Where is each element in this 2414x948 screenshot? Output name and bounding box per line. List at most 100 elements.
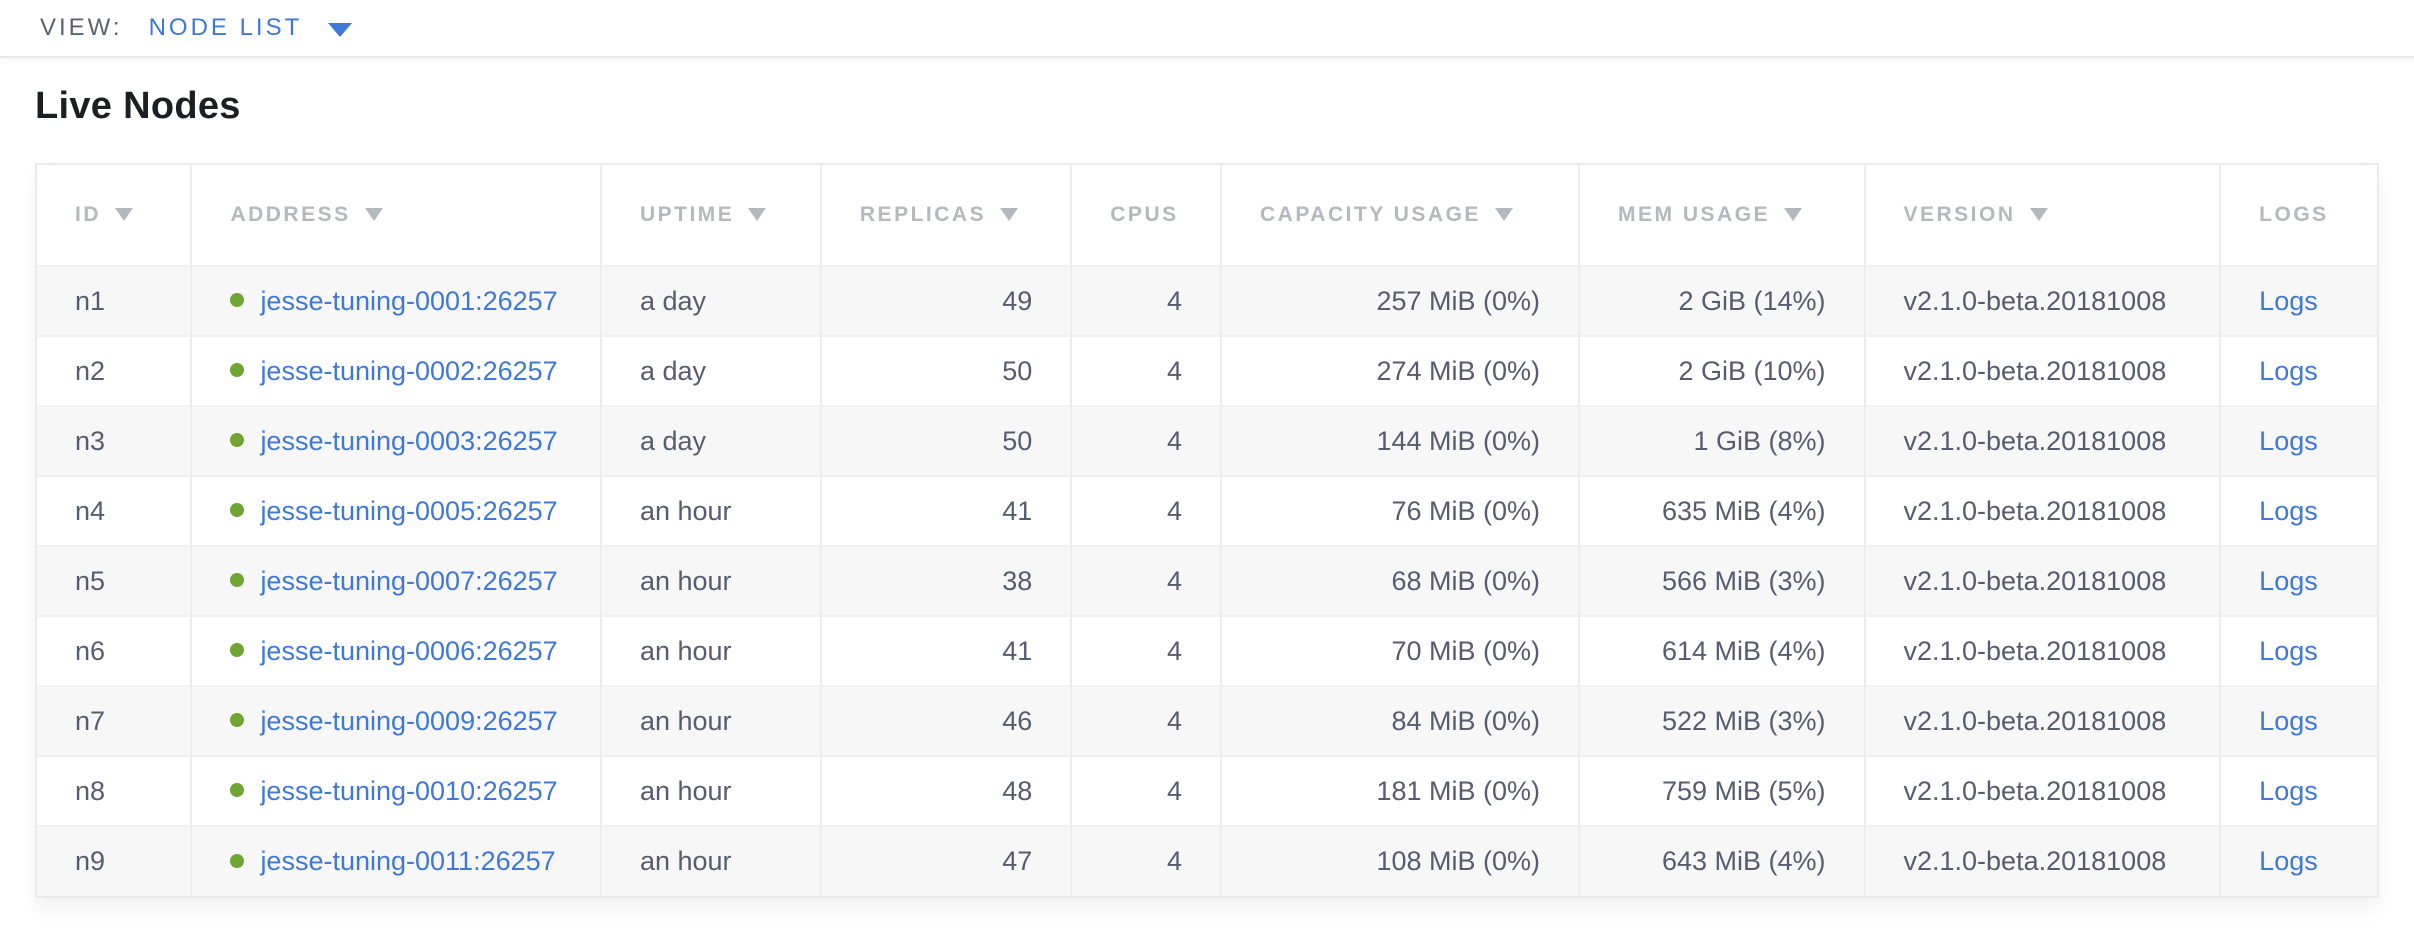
logs-link[interactable]: Logs: [2259, 355, 2318, 386]
table-row: n2 jesse-tuning-0002:26257 a day 50 4 274 MiB…: [37, 335, 2377, 406]
mem-cell: 2 GiB (14%): [1579, 265, 1866, 336]
cpus-cell: 4: [1071, 685, 1223, 756]
chevron-down-icon: [328, 22, 353, 37]
mem-cell: 614 MiB (4%): [1579, 615, 1866, 686]
version-cell: v2.1.0-beta.20181008: [1864, 335, 2222, 406]
logs-link[interactable]: Logs: [2259, 846, 2318, 876]
address-link[interactable]: jesse-tuning-0011:26257: [260, 846, 556, 876]
main-content: Live Nodes ID ADDRESS UPTIME REPLICAS CPUS CA…: [0, 84, 2414, 898]
address-cell: jesse-tuning-0009:26257: [191, 685, 602, 756]
logs-link[interactable]: Logs: [2259, 635, 2318, 666]
node-live-status-icon: [230, 433, 245, 448]
cpus-cell: 4: [1071, 405, 1223, 476]
table-row: n9 jesse-tuning-0011:26257 an hour 47 4 108 M…: [37, 825, 2377, 896]
column-header-id[interactable]: ID: [37, 165, 193, 266]
id-cell: n7: [37, 685, 193, 756]
view-selector[interactable]: NODE LIST: [149, 14, 353, 42]
logs-link[interactable]: Logs: [2259, 565, 2318, 596]
uptime-cell: a day: [600, 265, 822, 336]
address-link[interactable]: jesse-tuning-0006:26257: [260, 635, 558, 666]
logs-cell: Logs: [2220, 755, 2377, 826]
address-link[interactable]: jesse-tuning-0005:26257: [260, 495, 558, 526]
node-live-status-icon: [230, 573, 245, 588]
cpus-cell: 4: [1071, 615, 1223, 686]
mem-cell: 759 MiB (5%): [1579, 755, 1866, 826]
table-row: n4 jesse-tuning-0005:26257 an hour 41 4 76 Mi…: [37, 475, 2377, 546]
node-live-status-icon: [230, 503, 245, 518]
column-header-address[interactable]: ADDRESS: [191, 165, 602, 266]
capacity-cell: 144 MiB (0%): [1221, 405, 1581, 476]
capacity-cell: 68 MiB (0%): [1221, 545, 1581, 616]
address-cell: jesse-tuning-0002:26257: [191, 335, 602, 406]
column-header-cpus: CPUS: [1071, 165, 1223, 266]
replicas-cell: 41: [820, 615, 1073, 686]
page-title: Live Nodes: [35, 85, 241, 127]
column-label: CPUS: [1110, 203, 1179, 226]
address-cell: jesse-tuning-0003:26257: [191, 405, 602, 476]
version-cell: v2.1.0-beta.20181008: [1864, 405, 2222, 476]
id-cell: n9: [37, 825, 193, 896]
column-header-uptime[interactable]: UPTIME: [600, 165, 822, 266]
address-link[interactable]: jesse-tuning-0009:26257: [260, 705, 558, 736]
address-link[interactable]: jesse-tuning-0002:26257: [260, 355, 558, 386]
column-label: UPTIME: [639, 203, 735, 226]
node-live-status-icon: [230, 853, 245, 868]
table-row: n3 jesse-tuning-0003:26257 a day 50 4 144 MiB…: [37, 405, 2377, 476]
logs-link[interactable]: Logs: [2259, 495, 2318, 526]
replicas-cell: 46: [820, 685, 1073, 756]
sort-caret-icon: [748, 208, 767, 221]
replicas-cell: 50: [820, 335, 1073, 406]
capacity-cell: 76 MiB (0%): [1221, 475, 1581, 546]
column-header-version[interactable]: VERSION: [1864, 165, 2222, 266]
capacity-cell: 70 MiB (0%): [1221, 615, 1581, 686]
sort-caret-icon: [2029, 208, 2048, 221]
node-live-status-icon: [230, 293, 245, 308]
column-header-capacity[interactable]: CAPACITY USAGE: [1221, 165, 1581, 266]
table-row: n6 jesse-tuning-0006:26257 an hour 41 4 70 Mi…: [37, 615, 2377, 686]
replicas-cell: 50: [820, 405, 1073, 476]
column-header-mem[interactable]: MEM USAGE: [1579, 165, 1866, 266]
address-link[interactable]: jesse-tuning-0007:26257: [260, 565, 558, 596]
capacity-cell: 257 MiB (0%): [1221, 265, 1581, 336]
version-cell: v2.1.0-beta.20181008: [1864, 685, 2222, 756]
id-cell: n4: [37, 475, 193, 546]
sort-caret-icon: [364, 208, 383, 221]
capacity-cell: 274 MiB (0%): [1221, 335, 1581, 406]
node-live-status-icon: [230, 363, 245, 378]
replicas-cell: 38: [820, 545, 1073, 616]
logs-link[interactable]: Logs: [2259, 775, 2318, 806]
id-cell: n2: [37, 335, 193, 406]
mem-cell: 1 GiB (8%): [1579, 405, 1866, 476]
table-row: n1 jesse-tuning-0001:26257 a day 49 4 257 MiB…: [37, 265, 2377, 336]
cpus-cell: 4: [1071, 265, 1223, 336]
address-link[interactable]: jesse-tuning-0003:26257: [260, 425, 558, 456]
mem-cell: 635 MiB (4%): [1579, 475, 1866, 546]
cpus-cell: 4: [1071, 335, 1223, 406]
address-cell: jesse-tuning-0001:26257: [191, 265, 602, 336]
column-label: ADDRESS: [230, 203, 351, 226]
cpus-cell: 4: [1071, 545, 1223, 616]
column-label: MEM USAGE: [1618, 203, 1771, 226]
logs-link[interactable]: Logs: [2259, 285, 2318, 316]
view-bar: VIEW: NODE LIST: [0, 0, 2414, 58]
logs-link[interactable]: Logs: [2259, 705, 2318, 736]
column-header-replicas[interactable]: REPLICAS: [820, 165, 1073, 266]
cpus-cell: 4: [1071, 475, 1223, 546]
cpus-cell: 4: [1071, 755, 1223, 826]
uptime-cell: an hour: [600, 685, 822, 756]
logs-link[interactable]: Logs: [2259, 425, 2318, 456]
logs-cell: Logs: [2220, 265, 2377, 336]
id-cell: n3: [37, 405, 193, 476]
table-row: n7 jesse-tuning-0009:26257 an hour 46 4 84 Mi…: [37, 685, 2377, 756]
uptime-cell: an hour: [600, 825, 822, 896]
mem-cell: 2 GiB (10%): [1579, 335, 1866, 406]
address-link[interactable]: jesse-tuning-0001:26257: [260, 285, 558, 316]
sort-caret-icon: [115, 208, 133, 221]
address-link[interactable]: jesse-tuning-0010:26257: [260, 775, 558, 806]
node-live-status-icon: [230, 783, 245, 798]
address-cell: jesse-tuning-0005:26257: [191, 475, 602, 546]
uptime-cell: an hour: [600, 475, 822, 546]
capacity-cell: 84 MiB (0%): [1221, 685, 1581, 756]
version-cell: v2.1.0-beta.20181008: [1864, 475, 2222, 546]
view-selected-label: NODE LIST: [148, 14, 303, 41]
